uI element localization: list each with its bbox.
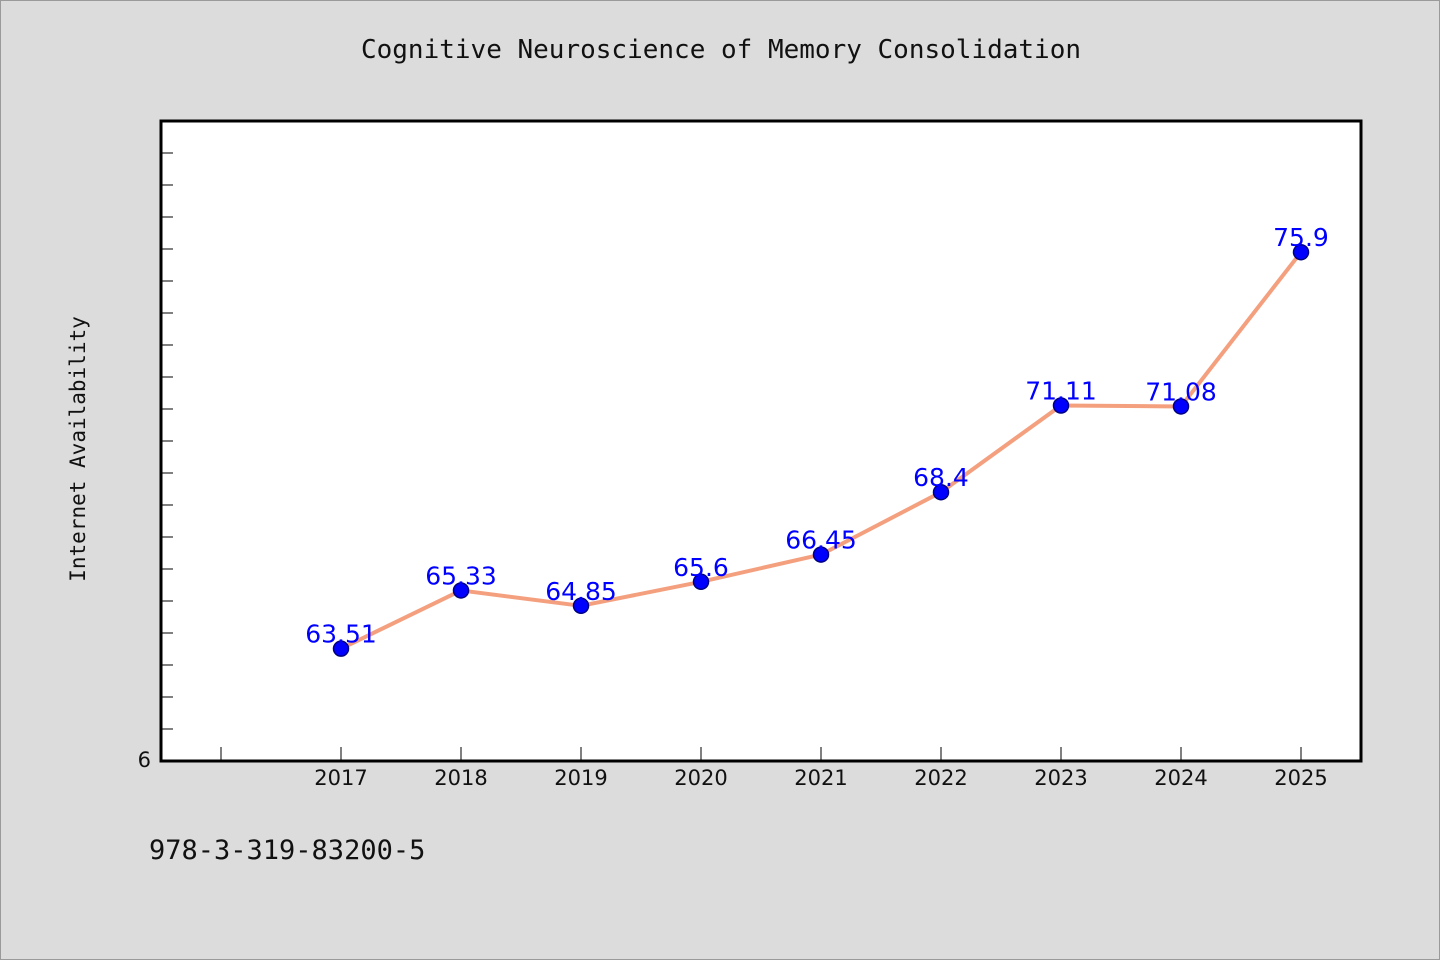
data-label: 71.11 <box>1025 376 1097 405</box>
data-point <box>572 597 590 615</box>
data-labels: 63.51 65.33 64.85 65.6 66.45 68.4 71.11 71.08 75… <box>305 223 1329 648</box>
data-point <box>932 483 950 501</box>
data-label: 71.08 <box>1145 377 1217 406</box>
data-point <box>692 573 710 591</box>
data-point <box>812 546 830 563</box>
x-tick-label: 2025 <box>1274 766 1327 790</box>
x-tick-label: 2017 <box>314 766 367 790</box>
chart-title: Cognitive Neuroscience of Memory Consoli… <box>360 35 1082 65</box>
data-point <box>1052 397 1070 414</box>
x-tick-label: 2022 <box>914 766 967 790</box>
data-point <box>1292 243 1310 261</box>
data-label: 63.51 <box>305 620 377 649</box>
x-axis-tick-labels: 2017 2018 2019 2020 2021 2022 2023 2024 2025 <box>314 766 1327 790</box>
data-label: 65.33 <box>425 561 497 590</box>
y-tick-label: 6 <box>138 748 151 772</box>
data-label: 65.6 <box>673 553 729 582</box>
y-axis-label: Internet Availability <box>66 316 90 582</box>
x-tick-label: 2023 <box>1034 766 1087 790</box>
data-point <box>452 582 470 599</box>
y-axis-ticks <box>161 152 173 730</box>
data-label: 66.45 <box>785 526 857 555</box>
data-point <box>332 640 350 657</box>
x-tick-label: 2021 <box>794 766 847 790</box>
x-tick-label: 2024 <box>1154 766 1207 790</box>
x-tick-label: 2018 <box>434 766 487 790</box>
x-tick-label: 2020 <box>674 766 727 790</box>
data-label: 68.4 <box>913 463 969 492</box>
isbn-footer: 978-3-319-83200-5 <box>149 835 426 866</box>
x-tick-label: 2019 <box>554 766 607 790</box>
x-axis-ticks <box>220 747 1302 761</box>
series-markers <box>332 243 1310 657</box>
data-label: 75.9 <box>1273 223 1329 252</box>
data-label: 64.85 <box>545 577 617 606</box>
data-point <box>1172 398 1190 415</box>
plot-area <box>159 119 1363 763</box>
